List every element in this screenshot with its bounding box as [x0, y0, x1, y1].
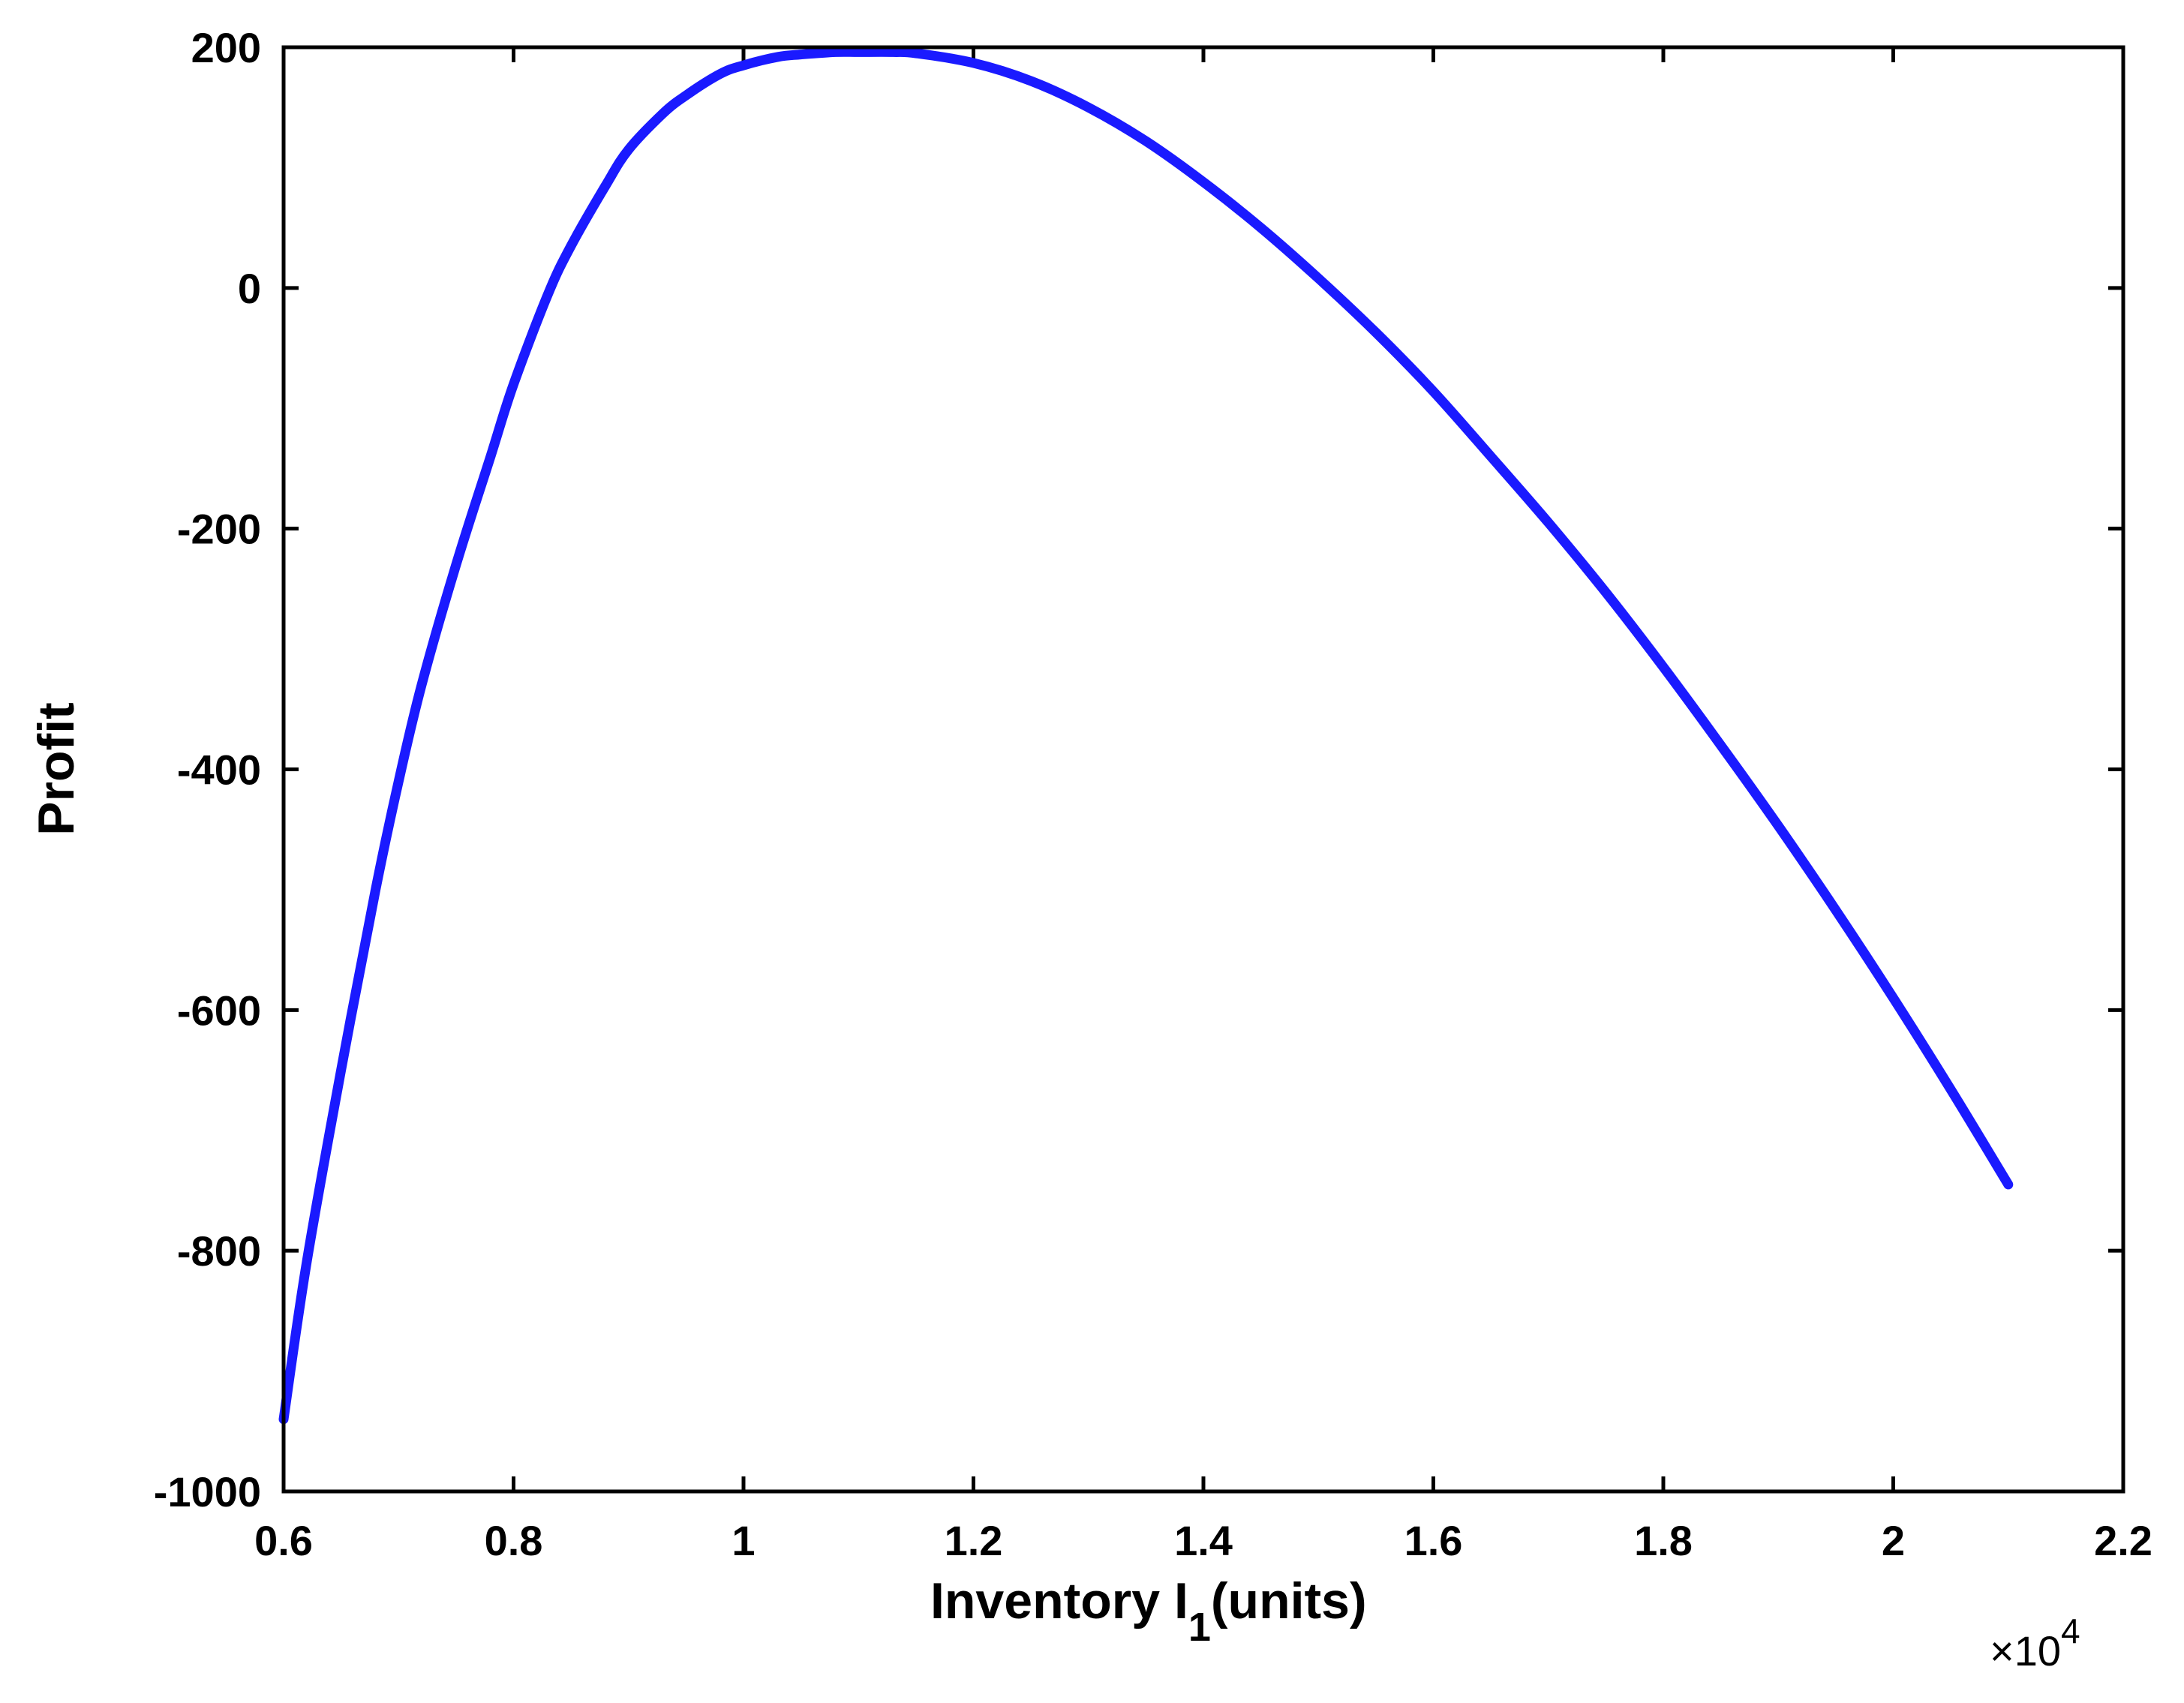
series-line — [278, 47, 2014, 1425]
x-tick-label: 0.6 — [254, 1517, 313, 1564]
y-axis-label: Profit — [28, 702, 85, 836]
x-exponent: ×104 — [1990, 1611, 2080, 1674]
plot-frame — [281, 45, 2125, 1494]
x-tick-labels: 0.6 0.8 1 1.2 1.4 1.6 1.8 2 2.2 — [254, 1517, 2152, 1564]
y-tick-label: 200 — [191, 24, 261, 71]
y-tick-label: -400 — [177, 746, 261, 794]
x-tick-label: 1.6 — [1404, 1517, 1463, 1564]
y-tick-label: -600 — [177, 987, 261, 1034]
x-tick-label: 1.4 — [1174, 1517, 1233, 1564]
x-axis-label-suffix: (units) — [1211, 1572, 1367, 1629]
x-tick-label: 1.2 — [945, 1517, 1003, 1564]
x-axis-label-main: Inventory I — [930, 1572, 1188, 1629]
x-exponent-multiplier: ×10 — [1990, 1627, 2061, 1674]
x-tick-label: 2.2 — [2094, 1517, 2152, 1564]
x-exponent-power: 4 — [2061, 1611, 2080, 1650]
x-tick-label: 1 — [732, 1517, 755, 1564]
x-axis-label: Inventory I1(units) — [930, 1572, 1367, 1650]
x-axis-label-subscript: 1 — [1188, 1605, 1211, 1650]
y-tick-label: -800 — [177, 1227, 261, 1275]
x-tick-label: 0.8 — [485, 1517, 543, 1564]
y-tick-label: -1000 — [154, 1468, 261, 1515]
y-tick-labels: -1000 -800 -600 -400 -200 0 200 — [154, 24, 261, 1515]
x-tick-label: 1.8 — [1634, 1517, 1693, 1564]
plot-area — [284, 47, 2123, 1491]
y-tick-label: 0 — [238, 265, 261, 312]
x-tick-label: 2 — [1882, 1517, 1905, 1564]
y-tick-label: -200 — [177, 506, 261, 553]
